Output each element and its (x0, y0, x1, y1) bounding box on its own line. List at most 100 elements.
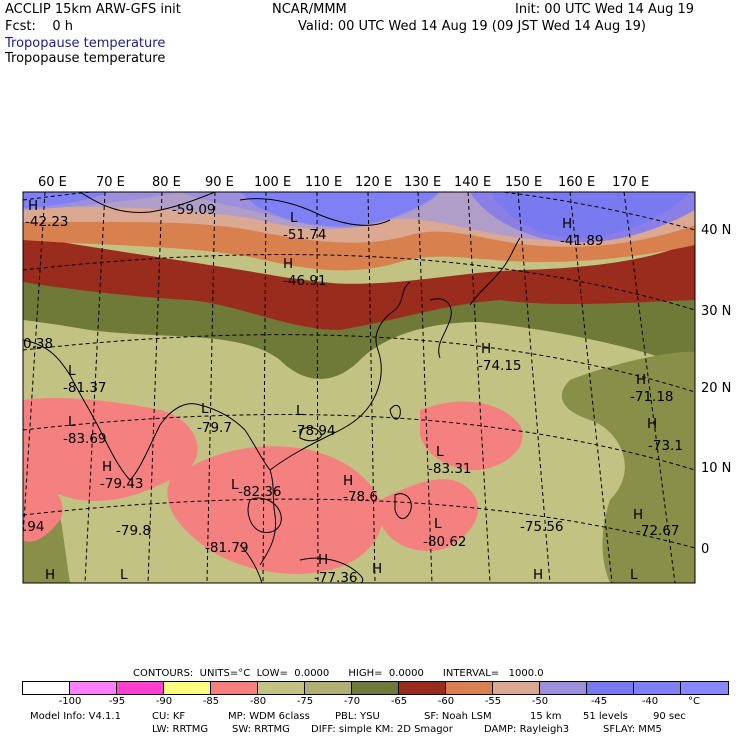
colorbar-swatch (258, 682, 305, 694)
model-info-microphysics: MP: WDM 6class (228, 711, 310, 722)
model-info-timestep: 90 sec (653, 711, 686, 722)
coast-malaya (239, 544, 263, 583)
lon-line-70 (84, 192, 106, 583)
lat-label-40n: 40 N (701, 223, 731, 238)
value-label: -81.37 (63, 380, 107, 396)
init-time: Init: 00 UTC Wed 14 Aug 19 (515, 2, 695, 17)
value-label: -74.15 (478, 358, 522, 374)
border-mongolia (239, 198, 391, 226)
lon-label-120e: 120 E (355, 175, 392, 190)
colorbar-swatch (211, 682, 258, 694)
lat-line-10 (23, 414, 695, 471)
colorbar-swatch (23, 682, 70, 694)
coast-china (269, 281, 411, 471)
model-info-surface: SF: Noah LSM (424, 711, 492, 722)
colorbar-swatch (117, 682, 164, 694)
lon-label-110e: 110 E (305, 175, 342, 190)
colorbar-swatch (587, 682, 634, 694)
border-central-asia (79, 192, 216, 214)
colorbar-label: -60 (437, 696, 455, 707)
region-minus80-indochina (167, 446, 383, 574)
lat-label-20n: 20 N (701, 381, 731, 396)
colorbar-swatch (305, 682, 352, 694)
contours-info: CONTOURS: UNITS=°C LOW= 0.0000 HIGH= 0.0… (133, 668, 544, 679)
lon-line-140 (467, 192, 491, 583)
region-minus70-east (561, 351, 695, 583)
colorbar-label: -95 (108, 696, 126, 707)
colorbar-label: -55 (484, 696, 502, 707)
colorbar-swatch (493, 682, 540, 694)
lon-label-160e: 160 E (558, 175, 595, 190)
colorbar-swatch (446, 682, 493, 694)
high-marker: H (343, 473, 353, 489)
high-marker: H (533, 567, 543, 583)
lon-label-60e: 60 E (38, 175, 67, 190)
lon-label-130e: 130 E (404, 175, 441, 190)
value-label: -46.91 (283, 273, 327, 289)
shaded-field: H -42.23 -59.09 L -51.74 H -46.91 H -41.… (23, 192, 695, 583)
low-marker: L (68, 363, 76, 379)
colorbar-swatch (399, 682, 446, 694)
value-label: -83.31 (428, 461, 472, 477)
high-marker: H (318, 552, 328, 568)
lat-label-10n: 10 N (701, 461, 731, 476)
region-minus40-east (490, 192, 690, 239)
colorbar-swatch (352, 682, 399, 694)
value-label: -71.18 (630, 389, 674, 405)
low-marker: L (436, 444, 444, 460)
model-info-resolution: 15 km (530, 711, 562, 722)
high-marker: H (45, 567, 55, 583)
low-marker: L (68, 414, 76, 430)
value-label: -79.43 (100, 476, 144, 492)
value-label: -42.23 (25, 214, 69, 230)
high-marker: H (562, 216, 572, 232)
colorbar-swatch (681, 682, 728, 694)
graticule (23, 192, 695, 583)
low-marker: L (231, 477, 239, 493)
value-label: .94 (23, 519, 44, 535)
value-label: -72.67 (636, 523, 680, 539)
value-label: -83.69 (63, 431, 107, 447)
value-label: -75.56 (520, 519, 564, 535)
region-minus40-west (23, 192, 110, 208)
colorbar-label: -50 (531, 696, 549, 707)
low-marker: L (434, 516, 442, 532)
coast-hainan (299, 427, 323, 442)
lon-line-90 (206, 192, 216, 583)
value-label: -59.09 (172, 202, 216, 218)
value-label: -79.8 (116, 523, 151, 539)
value-label: -51.74 (283, 227, 327, 243)
high-marker: H (283, 256, 293, 272)
value-label: -82.36 (238, 484, 282, 500)
colorbar-label: -45 (590, 696, 608, 707)
model-info-damping: DAMP: Rayleigh3 (484, 724, 570, 735)
field-title-contour: Tropopause temperature (5, 51, 166, 66)
lon-line-60 (23, 192, 46, 544)
model-info-version: Model Info: V4.1.1 (30, 711, 121, 722)
high-marker: H (481, 341, 491, 357)
low-marker: L (120, 567, 128, 583)
colorbar-label: -75 (296, 696, 314, 707)
coast-taiwan (389, 404, 401, 420)
value-label: -79.7 (197, 420, 232, 436)
lon-line-130 (417, 192, 433, 583)
map-annotations: H -42.23 -59.09 L -51.74 H -46.91 H -41.… (23, 198, 683, 583)
latitude-labels: 40 N 30 N 20 N 10 N 0 (701, 223, 731, 557)
coastlines (23, 192, 521, 583)
lon-line-80 (147, 192, 163, 583)
colorbar-swatch (70, 682, 117, 694)
lon-line-100 (262, 192, 267, 583)
model-info-diffusion: DIFF: simple KM: 2D Smagor (311, 724, 453, 735)
coast-luzon (394, 493, 412, 519)
lat-line-40 (23, 192, 695, 231)
model-info-levels: 51 levels (583, 711, 628, 722)
lon-label-100e: 100 E (254, 175, 291, 190)
model-info-cumulus: CU: KF (152, 711, 186, 722)
region-minus80-philippines (380, 479, 479, 551)
coast-japan (469, 237, 521, 306)
lon-label-70e: 70 E (96, 175, 125, 190)
region-minus65 (23, 235, 695, 330)
lat-label-30n: 30 N (701, 304, 731, 319)
low-marker: L (290, 210, 298, 226)
high-marker: H (647, 416, 657, 432)
